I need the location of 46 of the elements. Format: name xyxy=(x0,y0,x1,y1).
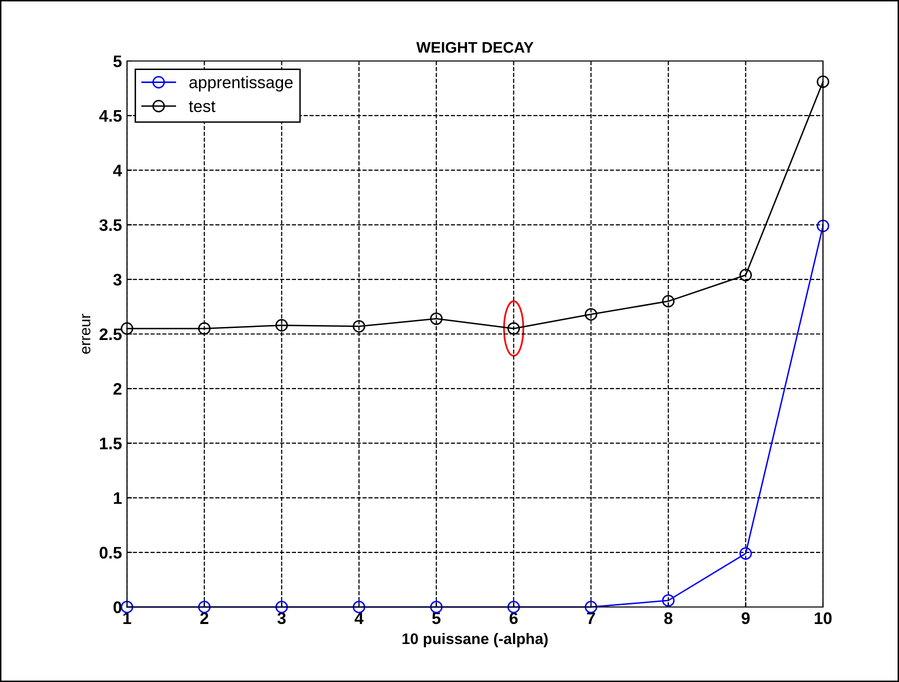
point xyxy=(198,600,211,614)
point xyxy=(584,600,598,614)
x-tick-label: 8 xyxy=(664,612,672,624)
x-tick-label: 2 xyxy=(200,612,208,624)
point xyxy=(352,600,366,614)
y-tick-label: 1 xyxy=(114,492,122,504)
chart-title: WEIGHT DECAY xyxy=(416,42,534,53)
x-tick-label: 10 xyxy=(814,612,832,624)
y-tick-label: 3.5 xyxy=(99,219,122,232)
point xyxy=(662,594,675,607)
point xyxy=(584,308,598,321)
y-tick-label: 5 xyxy=(113,56,122,68)
x-tick-label: 1 xyxy=(123,612,132,624)
y-tick-label: 0 xyxy=(114,601,122,614)
point xyxy=(816,220,830,232)
y-tick-label: 4.5 xyxy=(99,110,122,122)
point xyxy=(739,268,752,282)
point xyxy=(352,320,366,333)
point xyxy=(816,76,830,88)
y-axis-title: erreur xyxy=(82,314,90,354)
y-tick-label: 2.5 xyxy=(100,328,122,340)
y-tick-label: 3 xyxy=(113,274,122,286)
point xyxy=(198,322,211,335)
x-tick-label: 6 xyxy=(510,612,518,624)
x-axis-title: 10 puissane (-alpha) xyxy=(402,632,548,648)
point xyxy=(739,547,752,560)
x-tick-label: 9 xyxy=(742,612,750,624)
point xyxy=(507,600,520,614)
point xyxy=(430,600,443,614)
point xyxy=(507,322,520,335)
point xyxy=(275,319,288,332)
y-tick-label: 0.5 xyxy=(100,546,122,559)
legend-label: apprentissage xyxy=(189,76,293,92)
point xyxy=(120,600,134,614)
x-tick-label: 4 xyxy=(354,612,364,624)
point xyxy=(275,600,288,614)
x-tick-label: 7 xyxy=(587,612,595,624)
point xyxy=(662,294,675,308)
x-tick-label: 5 xyxy=(432,612,441,624)
legend-label: test xyxy=(188,101,216,112)
x-tick-label: 3 xyxy=(277,612,286,624)
y-tick-label: 4 xyxy=(113,164,122,176)
y-tick-label: 2 xyxy=(113,383,122,395)
point xyxy=(430,312,443,325)
y-tick-label: 1.5 xyxy=(100,438,122,450)
point xyxy=(120,322,134,335)
